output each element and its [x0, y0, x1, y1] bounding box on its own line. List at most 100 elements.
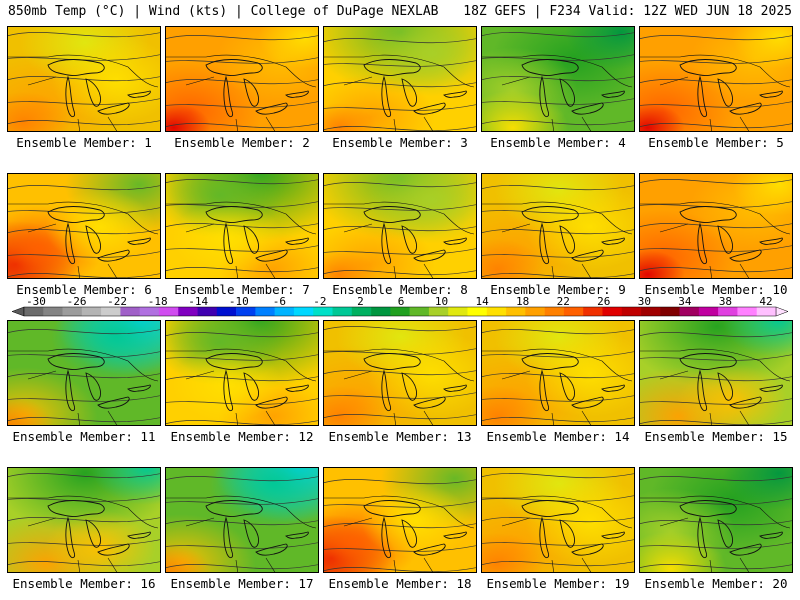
run-valid-time: 18Z GEFS | F234 Valid: 12Z WED JUN 18 20…: [463, 4, 792, 19]
colorbar-segment: [255, 307, 275, 316]
temperature-colorbar: -30 -26 -22 -18 -14 -10 -6 -2 2 6 10 14 18 22 26 30 34 38…: [11, 296, 789, 317]
great-lakes-outline: [679, 206, 783, 265]
temperature-field-map: [324, 27, 476, 131]
temperature-field-map: [482, 468, 634, 572]
colorbar-segment: [563, 307, 584, 316]
colorbar-segment: [81, 307, 102, 316]
great-lakes-outline: [363, 353, 467, 412]
great-lakes-outline: [47, 353, 151, 412]
colorbar-segment: [660, 307, 680, 316]
colorbar-tick-label: -22: [107, 296, 127, 308]
colorbar-segment: [332, 307, 353, 316]
ensemble-map-panel: [323, 173, 477, 279]
colorbar-segment: [641, 307, 661, 316]
colorbar-segment: [178, 307, 198, 316]
ensemble-map-panel: [481, 26, 635, 132]
ensemble-map-panel: [165, 173, 319, 279]
ensemble-map-panel: [165, 467, 319, 573]
colorbar-segment: [679, 307, 700, 316]
colorbar-segment: [216, 307, 237, 316]
great-lakes-outline: [205, 353, 309, 412]
colorbar-tick-label: 2: [357, 296, 364, 308]
colorbar-tick-label: 26: [597, 296, 610, 308]
ensemble-map-panel: [7, 467, 161, 573]
great-lakes-outline: [521, 59, 625, 118]
colorbar-segment: [467, 307, 488, 316]
chart-title: 850mb Temp (°C) | Wind (kts) | College o…: [8, 4, 439, 19]
colorbar-segment: [698, 307, 719, 316]
colorbar-segment: [718, 307, 738, 316]
great-lakes-outline: [521, 206, 625, 265]
ensemble-member-label: Ensemble Member: 20: [644, 576, 788, 591]
great-lakes-outline: [363, 500, 467, 559]
colorbar-min-arrow: [11, 306, 25, 317]
colorbar-segment: [409, 307, 430, 316]
temperature-field-map: [8, 174, 160, 278]
temperature-field-map: [482, 174, 634, 278]
colorbar-segment: [621, 307, 642, 316]
great-lakes-outline: [363, 206, 467, 265]
temperature-field-map: [8, 468, 160, 572]
colorbar-tick-label: -6: [273, 296, 286, 308]
colorbar-segment: [139, 307, 160, 316]
ensemble-member-label: Ensemble Member: 10: [644, 282, 788, 297]
colorbar-tick-label: -2: [313, 296, 326, 308]
colorbar-tick-label: -30: [26, 296, 46, 308]
temperature-field-map: [482, 27, 634, 131]
ensemble-map-panel: [639, 467, 793, 573]
colorbar-segment: [390, 307, 410, 316]
temperature-field-map: [8, 321, 160, 425]
ensemble-member-label: Ensemble Member: 18: [328, 576, 472, 591]
colorbar-tick-label: -10: [229, 296, 249, 308]
colorbar-segment: [486, 307, 507, 316]
colorbar-segment: [602, 307, 623, 316]
colorbar-tick-label: 6: [398, 296, 405, 308]
great-lakes-outline: [205, 500, 309, 559]
colorbar-segment: [236, 307, 256, 316]
great-lakes-outline: [205, 59, 309, 118]
colorbar-segment: [428, 307, 449, 316]
ensemble-map-panel: [7, 26, 161, 132]
colorbar-segment: [101, 307, 121, 316]
temperature-field-map: [8, 27, 160, 131]
colorbar-tick-label: 18: [516, 296, 529, 308]
colorbar-segment: [313, 307, 333, 316]
colorbar-tick-label: 34: [678, 296, 692, 308]
ensemble-map-panel: [165, 26, 319, 132]
colorbar-tick-label: 22: [557, 296, 570, 308]
ensemble-member-label: Ensemble Member: 15: [644, 429, 788, 444]
colorbar-tick-label: -18: [148, 296, 168, 308]
great-lakes-outline: [205, 206, 309, 265]
ensemble-map-panel: [7, 320, 161, 426]
colorbar-segment: [737, 307, 758, 316]
colorbar-segment: [544, 307, 565, 316]
temperature-field-map: [640, 321, 792, 425]
ensemble-member-label: Ensemble Member: 17: [170, 576, 314, 591]
temperature-field-map: [640, 27, 792, 131]
great-lakes-outline: [521, 500, 625, 559]
colorbar-segment: [43, 307, 63, 316]
colorbar-segment: [120, 307, 140, 316]
colorbar-segment: [197, 307, 218, 316]
great-lakes-outline: [47, 206, 151, 265]
colorbar-segment: [506, 307, 526, 316]
ensemble-member-label: Ensemble Member: 19: [486, 576, 630, 591]
great-lakes-outline: [679, 500, 783, 559]
ensemble-member-label: Ensemble Member: 14: [486, 429, 630, 444]
ensemble-member-label: Ensemble Member: 8: [332, 282, 468, 297]
ensemble-member-label: Ensemble Member: 2: [174, 135, 310, 150]
ensemble-member-label: Ensemble Member: 13: [328, 429, 472, 444]
colorbar-tick-label: 38: [719, 296, 732, 308]
temperature-field-map: [166, 321, 318, 425]
ensemble-member-label: Ensemble Member: 5: [648, 135, 784, 150]
colorbar-tick-label: -26: [67, 296, 87, 308]
colorbar-segment: [274, 307, 295, 316]
ensemble-map-panel: [323, 320, 477, 426]
ensemble-member-label: Ensemble Member: 7: [174, 282, 310, 297]
temperature-field-map: [640, 468, 792, 572]
colorbar-segment: [371, 307, 391, 316]
colorbar-max-arrow: [775, 306, 789, 317]
colorbar-segment: [448, 307, 468, 316]
ensemble-member-label: Ensemble Member: 12: [170, 429, 314, 444]
temperature-field-map: [324, 174, 476, 278]
